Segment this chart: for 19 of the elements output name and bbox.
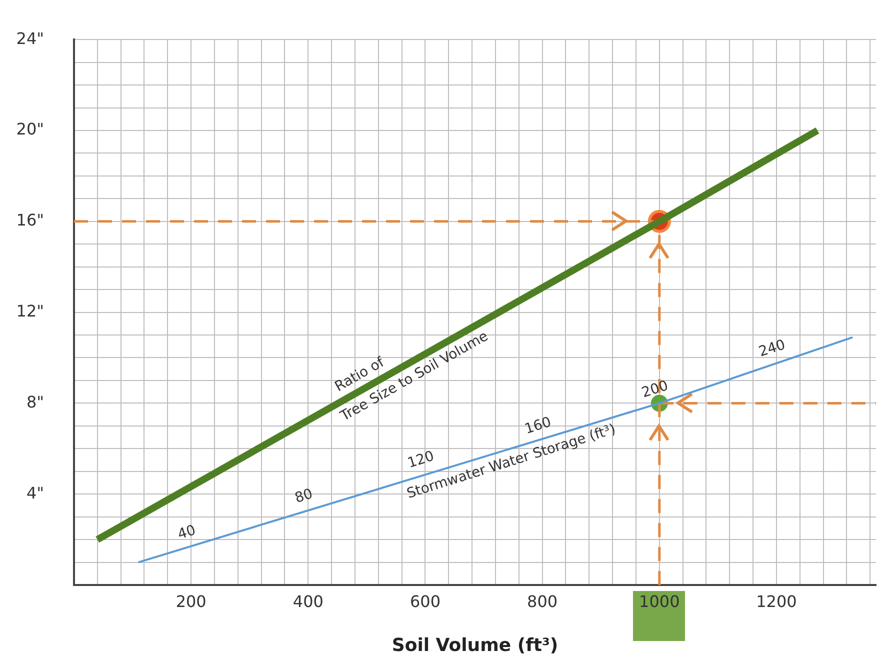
x-tick-label: 200 xyxy=(176,592,206,611)
y-tick-label: 8" xyxy=(26,392,44,412)
x-tick-label: 800 xyxy=(527,592,558,611)
y-tick-label: 24" xyxy=(16,28,44,48)
annotation: 120 xyxy=(406,448,436,472)
annotation: 240 xyxy=(757,336,788,360)
x-tick-label: 400 xyxy=(292,592,324,611)
x-tick-label: 600 xyxy=(410,592,441,611)
annotation: 40 xyxy=(176,522,198,543)
annotation: 200 xyxy=(640,378,670,402)
y-tick-label: 20" xyxy=(16,120,44,139)
y-tick-label: 4" xyxy=(26,483,44,502)
x-tick-label: 1000 xyxy=(639,592,680,611)
x-axis-title: Soil Volume (ft³) xyxy=(392,634,558,656)
y-tick-label: 16" xyxy=(16,210,44,230)
y-tick-label: 12" xyxy=(16,301,44,320)
annotation: 80 xyxy=(292,486,315,507)
annotation: 160 xyxy=(522,414,554,438)
x-tick-label: 1200 xyxy=(756,592,797,611)
